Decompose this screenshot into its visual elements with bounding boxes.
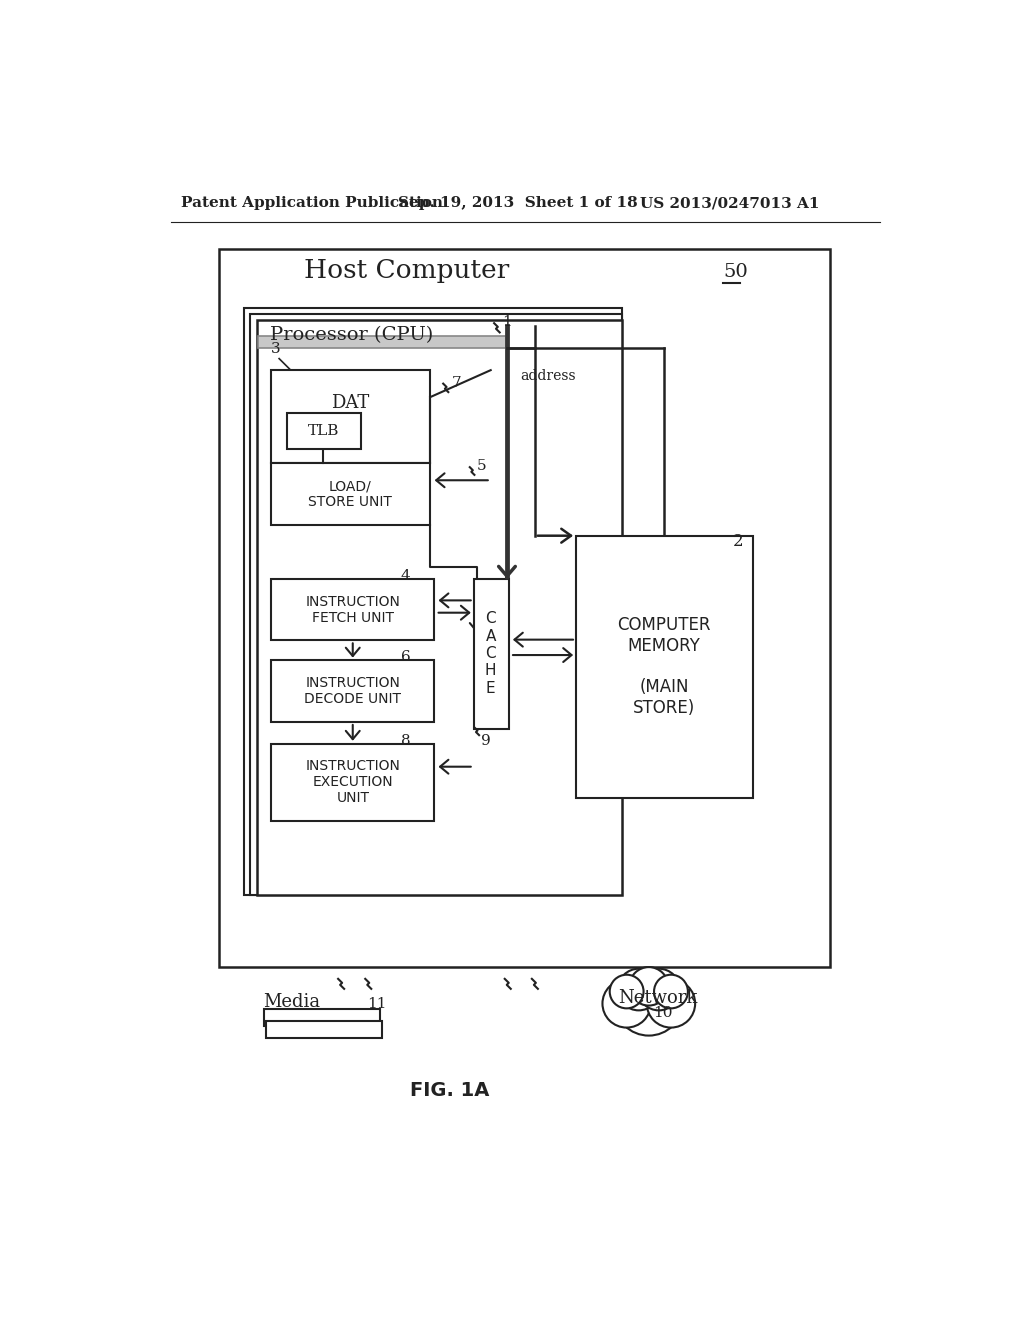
Bar bbox=[271, 660, 434, 722]
Text: 6: 6 bbox=[400, 651, 411, 664]
Circle shape bbox=[647, 979, 695, 1027]
Text: Network: Network bbox=[617, 989, 697, 1007]
Text: 3: 3 bbox=[271, 342, 281, 355]
Circle shape bbox=[630, 968, 668, 1006]
Text: 50: 50 bbox=[723, 264, 748, 281]
Bar bbox=[271, 370, 430, 462]
Bar bbox=[287, 412, 360, 449]
Text: INSTRUCTION
DECODE UNIT: INSTRUCTION DECODE UNIT bbox=[304, 676, 401, 706]
Text: 11: 11 bbox=[367, 997, 386, 1011]
Bar bbox=[257, 321, 623, 895]
Bar bbox=[245, 308, 623, 895]
Text: TLB: TLB bbox=[307, 424, 339, 438]
Text: Media: Media bbox=[263, 993, 321, 1011]
Circle shape bbox=[602, 979, 651, 1027]
Circle shape bbox=[617, 969, 659, 1010]
Text: LOAD/
STORE UNIT: LOAD/ STORE UNIT bbox=[308, 479, 392, 510]
Text: INSTRUCTION
EXECUTION
UNIT: INSTRUCTION EXECUTION UNIT bbox=[305, 759, 400, 805]
Bar bbox=[266, 1020, 382, 1038]
Circle shape bbox=[654, 974, 688, 1008]
Bar bbox=[575, 536, 753, 797]
Text: FIG. 1A: FIG. 1A bbox=[410, 1081, 489, 1100]
Text: Processor (CPU): Processor (CPU) bbox=[270, 326, 433, 345]
Bar bbox=[219, 249, 830, 966]
Text: 4: 4 bbox=[400, 569, 411, 582]
Text: DAT: DAT bbox=[332, 395, 370, 412]
Text: 1: 1 bbox=[503, 315, 512, 330]
Text: COMPUTER
MEMORY

(MAIN
STORE): COMPUTER MEMORY (MAIN STORE) bbox=[617, 616, 711, 717]
Circle shape bbox=[609, 974, 643, 1008]
Text: C
A
C
H
E: C A C H E bbox=[485, 611, 497, 696]
Text: 5: 5 bbox=[477, 459, 486, 474]
Bar bbox=[271, 578, 434, 640]
Bar bbox=[474, 578, 509, 729]
Bar bbox=[271, 463, 430, 525]
Text: Host Computer: Host Computer bbox=[304, 257, 510, 282]
Bar bbox=[258, 335, 506, 348]
Text: 2: 2 bbox=[732, 533, 743, 550]
Text: 7: 7 bbox=[452, 376, 462, 391]
Text: 8: 8 bbox=[400, 734, 411, 747]
Bar bbox=[271, 743, 434, 821]
Text: US 2013/0247013 A1: US 2013/0247013 A1 bbox=[640, 197, 819, 210]
Text: Patent Application Publication: Patent Application Publication bbox=[180, 197, 442, 210]
Text: address: address bbox=[520, 368, 575, 383]
Text: Sep. 19, 2013  Sheet 1 of 18: Sep. 19, 2013 Sheet 1 of 18 bbox=[397, 197, 638, 210]
Circle shape bbox=[614, 968, 683, 1036]
Bar bbox=[263, 1010, 380, 1026]
Bar bbox=[251, 314, 623, 895]
Text: 9: 9 bbox=[480, 734, 490, 748]
Text: INSTRUCTION
FETCH UNIT: INSTRUCTION FETCH UNIT bbox=[305, 594, 400, 624]
Circle shape bbox=[638, 969, 680, 1010]
Text: 10: 10 bbox=[653, 1006, 673, 1020]
